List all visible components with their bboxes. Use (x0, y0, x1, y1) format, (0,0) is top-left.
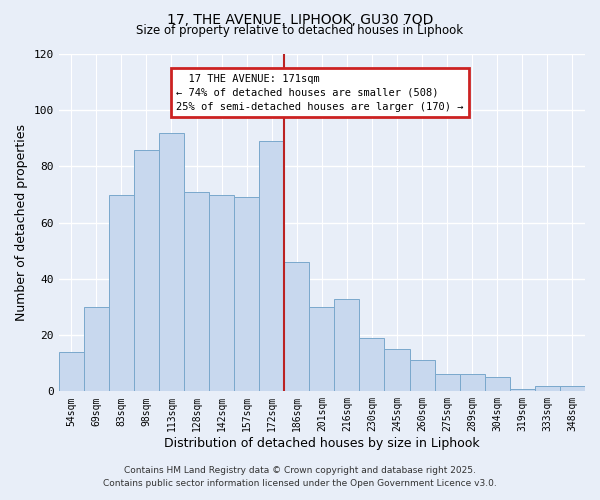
Bar (410, 360, 434, 392)
Bar (84, 307, 109, 392)
Bar (310, 307, 334, 392)
Bar (560, 386, 585, 392)
Bar (134, 150, 159, 392)
Bar (510, 388, 535, 392)
Bar (284, 262, 310, 392)
Bar (385, 349, 410, 392)
Text: Contains HM Land Registry data © Crown copyright and database right 2025.
Contai: Contains HM Land Registry data © Crown c… (103, 466, 497, 487)
Bar (334, 298, 359, 392)
Bar (184, 192, 209, 392)
Bar (535, 386, 560, 392)
Bar (359, 338, 385, 392)
Bar (485, 378, 510, 392)
Bar (234, 198, 259, 392)
Bar (460, 374, 485, 392)
Text: Size of property relative to detached houses in Liphook: Size of property relative to detached ho… (136, 24, 464, 37)
Y-axis label: Number of detached properties: Number of detached properties (15, 124, 28, 321)
Text: 17, THE AVENUE, LIPHOOK, GU30 7QD: 17, THE AVENUE, LIPHOOK, GU30 7QD (167, 12, 433, 26)
Bar (434, 374, 460, 392)
Bar (259, 141, 284, 392)
X-axis label: Distribution of detached houses by size in Liphook: Distribution of detached houses by size … (164, 437, 479, 450)
Bar (59, 352, 84, 392)
Text: 17 THE AVENUE: 171sqm  
← 74% of detached houses are smaller (508)
25% of semi-d: 17 THE AVENUE: 171sqm ← 74% of detached … (176, 74, 464, 112)
Bar (109, 194, 134, 392)
Bar (209, 194, 234, 392)
Bar (159, 132, 184, 392)
